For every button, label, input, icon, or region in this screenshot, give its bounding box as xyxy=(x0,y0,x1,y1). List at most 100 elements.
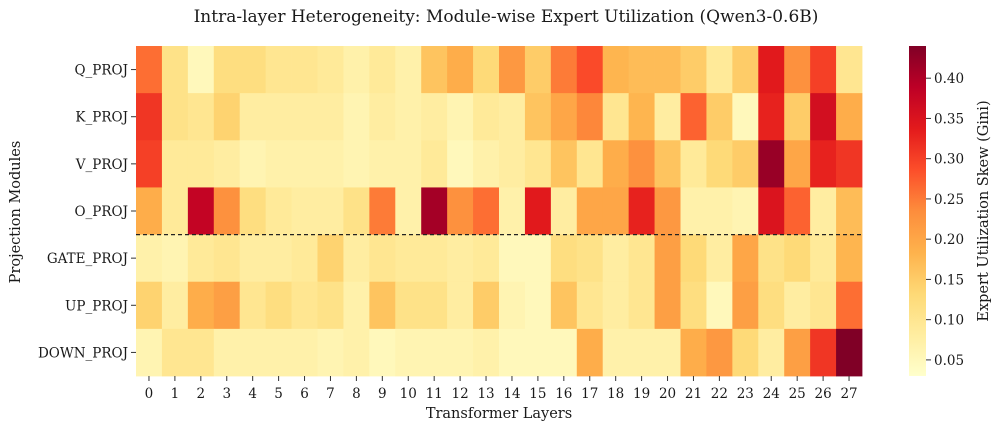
heatmap-cell xyxy=(395,328,422,377)
heatmap-cell xyxy=(706,281,733,330)
heatmap-cell xyxy=(680,140,707,188)
heatmap-cell xyxy=(421,93,448,141)
y-tick-label: V_PROJ xyxy=(75,157,128,173)
heatmap-cell xyxy=(187,281,215,330)
heatmap-cell xyxy=(810,187,837,235)
heatmap-cell xyxy=(576,187,604,235)
x-tick-label: 14 xyxy=(503,386,520,402)
heatmap-cell xyxy=(784,187,811,235)
heatmap-cell xyxy=(213,93,241,141)
heatmap-cells xyxy=(136,46,863,377)
y-axis-label: Projection Modules xyxy=(8,141,24,284)
heatmap-cell xyxy=(239,93,267,141)
heatmap-cell xyxy=(187,93,215,141)
chart-title: Intra-layer Heterogeneity: Module-wise E… xyxy=(194,7,819,27)
heatmap-cell xyxy=(628,46,655,94)
x-tick-label: 27 xyxy=(840,386,857,402)
heatmap-cell xyxy=(369,234,396,283)
heatmap-cell xyxy=(602,46,630,94)
heatmap-cell xyxy=(576,281,604,330)
heatmap-cell xyxy=(395,140,422,188)
heatmap-cell xyxy=(136,328,163,377)
heatmap-cell xyxy=(421,281,448,330)
heatmap-cell xyxy=(836,187,863,235)
y-tick-label: K_PROJ xyxy=(75,110,128,126)
heatmap-cell xyxy=(810,140,837,188)
heatmap-cell xyxy=(524,93,552,141)
heatmap-cell xyxy=(343,140,370,188)
heatmap-cell xyxy=(654,281,681,330)
heatmap-cell xyxy=(213,187,241,235)
heatmap-cell xyxy=(576,93,604,141)
heatmap-cell xyxy=(395,93,422,141)
heatmap-cell xyxy=(784,328,811,377)
heatmap-cell xyxy=(239,281,267,330)
x-tick-label: 23 xyxy=(737,386,754,402)
colorbar-tick-label: 0.35 xyxy=(934,111,964,127)
colorbar-tick-label: 0.40 xyxy=(934,71,964,87)
heatmap-cell xyxy=(499,187,526,235)
x-tick-label: 6 xyxy=(300,386,309,402)
heatmap-cell xyxy=(395,281,422,330)
x-tick-label: 22 xyxy=(711,386,728,402)
heatmap-cell xyxy=(291,328,318,377)
heatmap-cell xyxy=(680,234,707,283)
colorbar-label: Expert Utilization Skew (Gini) xyxy=(976,100,992,321)
heatmap-cell xyxy=(187,234,215,283)
heatmap-cell xyxy=(836,140,863,188)
heatmap-cell xyxy=(576,234,604,283)
heatmap-cell xyxy=(136,187,163,235)
heatmap-cell xyxy=(550,187,578,235)
heatmap-cell xyxy=(187,328,215,377)
heatmap-cell xyxy=(265,328,292,377)
heatmap-cell xyxy=(343,234,370,283)
heatmap-cell xyxy=(524,187,552,235)
x-tick-label: 25 xyxy=(789,386,806,402)
heatmap-cell xyxy=(239,187,267,235)
heatmap-cell xyxy=(499,46,526,94)
heatmap-cell xyxy=(395,187,422,235)
heatmap-cell xyxy=(706,328,733,377)
heatmap-cell xyxy=(317,234,344,283)
heatmap-cell xyxy=(758,93,785,141)
heatmap-cell xyxy=(473,281,500,330)
x-tick-label: 18 xyxy=(607,386,624,402)
heatmap-cell xyxy=(136,281,163,330)
heatmap-cell xyxy=(447,328,474,377)
heatmap-cell xyxy=(706,140,733,188)
heatmap-cell xyxy=(680,281,707,330)
heatmap-cell xyxy=(291,187,318,235)
heatmap-cell xyxy=(758,46,785,94)
heatmap-cell xyxy=(499,140,526,188)
colorbar-tick-label: 0.10 xyxy=(934,313,964,329)
heatmap-cell xyxy=(654,234,681,283)
heatmap-cell xyxy=(550,281,578,330)
heatmap-cell xyxy=(421,46,448,94)
heatmap-cell xyxy=(499,93,526,141)
heatmap-cell xyxy=(654,46,681,94)
heatmap-cell xyxy=(628,93,655,141)
heatmap-cell xyxy=(343,281,370,330)
heatmap-cell xyxy=(239,328,267,377)
heatmap-cell xyxy=(213,328,241,377)
y-tick-labels: Q_PROJ K_PROJ V_PROJ O_PROJ GATE_PROJ UP_PROJ… xyxy=(38,63,136,361)
heatmap-cell xyxy=(395,46,422,94)
y-tick-label: Q_PROJ xyxy=(74,63,128,79)
heatmap-cell xyxy=(136,140,163,188)
heatmap-cell xyxy=(732,281,759,330)
heatmap-cell xyxy=(369,187,396,235)
heatmap-cell xyxy=(343,187,370,235)
heatmap-cell xyxy=(213,46,241,94)
heatmap-cell xyxy=(550,46,578,94)
heatmap-cell xyxy=(265,140,292,188)
heatmap-cell xyxy=(576,46,604,94)
heatmap-cell xyxy=(317,93,344,141)
heatmap-cell xyxy=(369,281,396,330)
heatmap-cell xyxy=(628,281,655,330)
heatmap-cell xyxy=(499,328,526,377)
heatmap-cell xyxy=(291,140,318,188)
heatmap-cell xyxy=(239,46,267,94)
heatmap-cell xyxy=(499,281,526,330)
heatmap-cell xyxy=(524,281,552,330)
heatmap-cell xyxy=(758,328,785,377)
